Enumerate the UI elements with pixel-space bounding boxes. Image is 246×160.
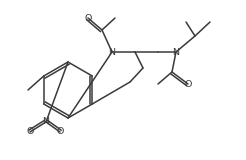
Text: N: N bbox=[108, 48, 116, 56]
Text: O: O bbox=[26, 128, 34, 136]
Text: O: O bbox=[184, 80, 192, 88]
Text: N: N bbox=[172, 48, 180, 56]
Text: O: O bbox=[56, 128, 64, 136]
Text: O: O bbox=[84, 13, 92, 23]
Text: N: N bbox=[43, 117, 49, 127]
